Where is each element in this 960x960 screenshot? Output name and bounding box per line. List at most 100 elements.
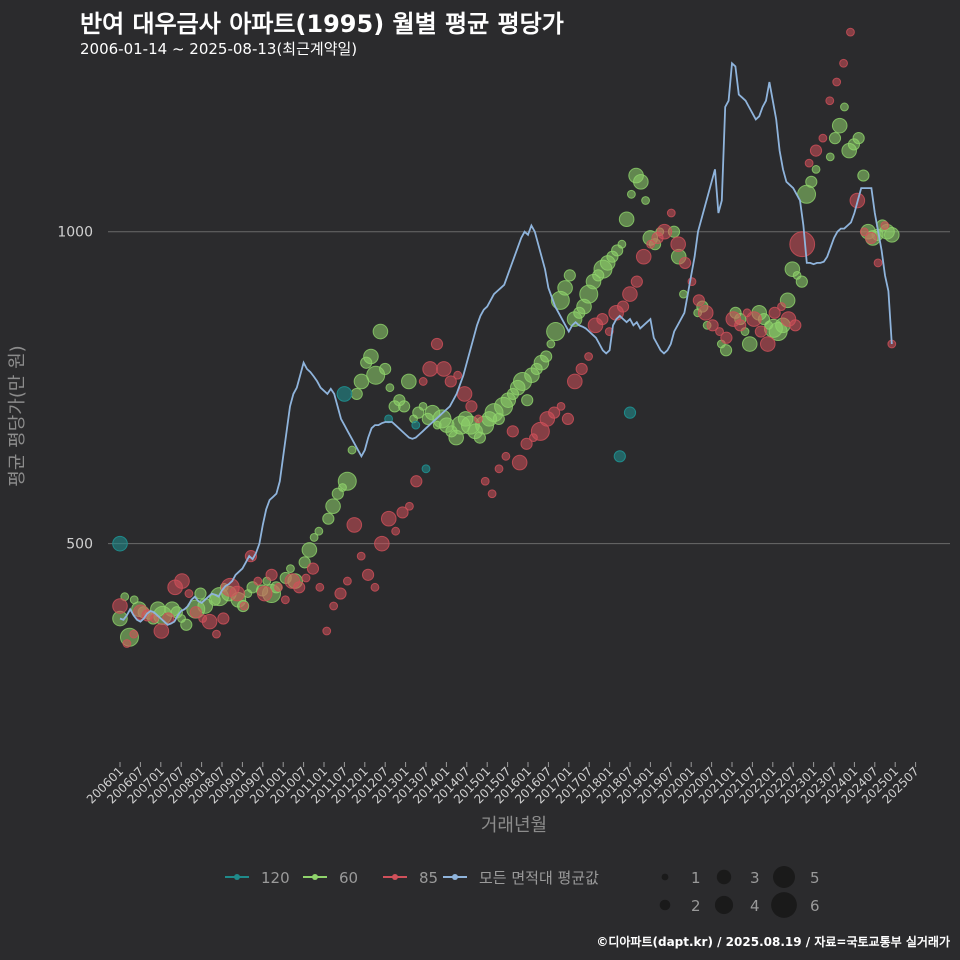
point-60: [337, 471, 357, 491]
point-85: [789, 319, 802, 332]
legend-swatch-dot: [392, 874, 398, 880]
y-tick-labels: 500 1000: [57, 225, 93, 553]
point-85: [584, 352, 593, 361]
point-85: [418, 377, 428, 386]
point-85: [356, 551, 366, 561]
point-60: [372, 323, 389, 340]
point-60: [309, 533, 319, 542]
point-60: [641, 196, 650, 205]
point-85: [706, 319, 719, 332]
point-60: [679, 289, 688, 299]
point-85: [306, 562, 320, 575]
point-60: [857, 169, 870, 182]
point-60: [828, 132, 842, 145]
point-60: [852, 132, 865, 145]
point-85: [422, 361, 438, 377]
point-85: [473, 414, 483, 424]
point-60: [719, 344, 733, 357]
point-85: [322, 626, 332, 636]
point-60: [825, 152, 835, 162]
point-85: [697, 305, 714, 321]
point-85: [768, 306, 781, 319]
point-60: [540, 350, 553, 363]
point-85: [189, 606, 202, 619]
size-legend-circle: [659, 899, 671, 911]
point-85: [635, 248, 652, 265]
point-60: [314, 526, 324, 536]
point-85: [759, 336, 776, 352]
point-85: [112, 598, 128, 614]
point-85: [575, 362, 588, 376]
size-legend-circle: [714, 895, 734, 915]
point-85: [646, 239, 656, 249]
legend-label: 모든 면적대 평균값: [479, 869, 599, 887]
point-85: [374, 535, 390, 552]
x-axis-label: 거래년월: [481, 815, 547, 836]
point-85: [809, 144, 823, 157]
point-60: [805, 175, 818, 188]
legend-label: 60: [339, 869, 358, 887]
point-120: [411, 420, 421, 430]
point-85: [293, 581, 306, 594]
point-85: [777, 302, 786, 311]
point-85: [678, 256, 692, 270]
point-60: [633, 174, 649, 190]
point-85: [212, 629, 221, 639]
point-60: [347, 445, 357, 455]
point-85: [280, 595, 290, 605]
point-120: [336, 386, 353, 402]
legend-label: 120: [261, 869, 290, 887]
point-120: [613, 450, 626, 463]
point-85: [487, 489, 497, 499]
point-85: [465, 400, 478, 413]
point-85: [656, 223, 673, 240]
point-60: [180, 618, 193, 631]
legend: 120 60 85 모든 면적대 평균값: [225, 869, 599, 887]
point-60: [831, 117, 848, 134]
point-85: [846, 27, 855, 37]
point-60: [521, 394, 534, 407]
point-60: [546, 339, 556, 349]
point-85: [506, 425, 519, 438]
point-60: [325, 498, 341, 515]
point-85: [561, 412, 575, 425]
point-85: [804, 158, 814, 168]
y-tick-label: 1000: [57, 225, 93, 241]
point-85: [453, 370, 463, 380]
point-85: [622, 286, 638, 302]
point-60: [418, 402, 428, 411]
point-85: [370, 582, 380, 592]
legend-swatch-dot: [312, 874, 318, 880]
point-85: [839, 58, 848, 68]
point-85: [556, 402, 566, 411]
point-85: [380, 510, 397, 527]
point-85: [405, 501, 414, 511]
point-85: [630, 275, 643, 288]
x-tick-labels: 2006012006072007012007072008012008072009…: [84, 762, 922, 807]
scatter-points: [112, 27, 900, 648]
point-85: [239, 601, 249, 611]
point-60: [626, 189, 636, 199]
footer-credit: ©디아파트(dapt.kr) / 2025.08.19 / 자료=국토교통부 실…: [596, 935, 950, 949]
point-85: [596, 312, 609, 326]
point-60: [194, 587, 207, 600]
y-axis-label: 평균 평당가(만 원): [7, 345, 28, 486]
point-85: [789, 231, 816, 258]
point-85: [456, 386, 473, 402]
point-85: [315, 582, 325, 592]
point-60: [301, 542, 318, 558]
point-85: [253, 576, 263, 586]
point-60: [617, 239, 627, 249]
point-85: [818, 133, 828, 143]
point-85: [444, 375, 457, 388]
point-85: [501, 451, 511, 461]
point-120: [112, 535, 128, 552]
point-85: [129, 629, 139, 639]
point-85: [217, 612, 230, 625]
point-85: [715, 327, 724, 336]
point-60: [618, 211, 635, 228]
point-85: [361, 568, 375, 581]
point-85: [873, 258, 883, 268]
legend-label: 85: [419, 869, 438, 887]
point-60: [401, 373, 417, 390]
